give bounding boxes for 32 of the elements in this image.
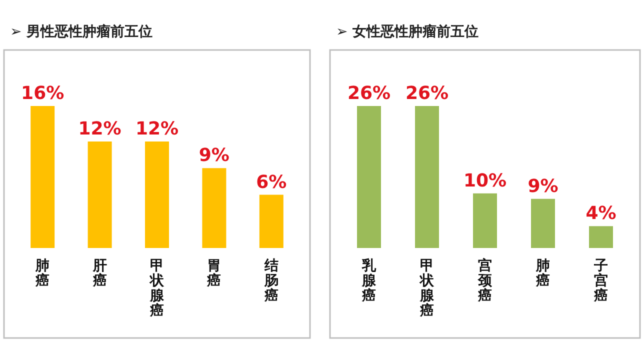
x-tick-label: 胃癌 (206, 258, 222, 289)
bar (145, 142, 169, 248)
x-tick-label: 甲状腺癌 (419, 258, 435, 319)
x-tick-label: 甲状腺癌 (149, 258, 165, 319)
bar (473, 193, 497, 248)
data-label: 12% (135, 118, 179, 140)
bar (415, 106, 439, 248)
data-label: 16% (21, 83, 64, 104)
x-tick-label: 宫颈癌 (477, 257, 493, 304)
data-label: 26% (405, 83, 449, 104)
x-tick-label: 乳腺癌 (361, 258, 377, 304)
x-tick-label: 肝癌 (92, 258, 107, 289)
chart-title: ➢ 男性恶性肿瘤前五位 (10, 23, 153, 40)
data-label: 10% (463, 170, 507, 192)
x-tick-label: 肺癌 (34, 258, 50, 289)
bar (531, 198, 555, 248)
bar (30, 106, 55, 248)
bar (259, 194, 284, 248)
x-tick-label: 结肠癌 (263, 258, 278, 304)
bar (202, 168, 226, 248)
x-tick-label: 子宫癌 (593, 258, 608, 304)
bar (88, 142, 112, 248)
data-label: 6% (256, 172, 287, 193)
chart-title: ➢ 女性恶性肿瘤前五位 (336, 23, 479, 40)
data-label: 9% (528, 176, 558, 197)
bar (357, 106, 381, 248)
bar (589, 226, 613, 248)
x-tick-label: 肺癌 (535, 258, 550, 289)
data-label: 4% (586, 203, 616, 224)
data-label: 12% (78, 118, 122, 140)
data-label: 26% (347, 83, 391, 104)
data-label: 9% (198, 145, 230, 166)
